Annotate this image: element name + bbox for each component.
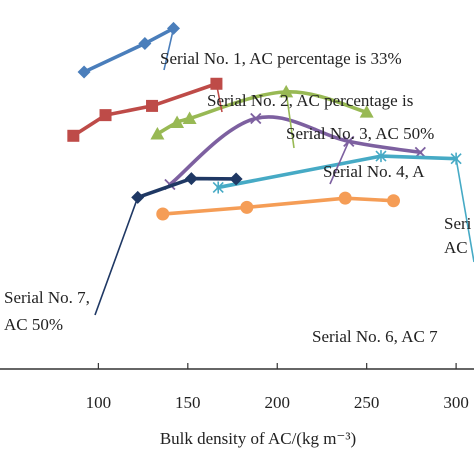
data-point [212, 181, 224, 194]
series-4 [164, 112, 426, 191]
x-tick-label: 300 [443, 393, 469, 412]
x-tick-label: 250 [354, 393, 380, 412]
data-point [387, 194, 401, 208]
annotation-serial-4: Serial No. 4, A [323, 162, 425, 181]
data-point [182, 111, 197, 124]
annotation-leader [215, 83, 223, 113]
annotation-leader [94, 197, 139, 316]
data-point [170, 115, 185, 129]
data-point [156, 207, 170, 221]
x-tick-label: 200 [264, 393, 290, 412]
annotation-leaders [94, 28, 474, 316]
series-7 [131, 172, 243, 204]
x-tick-label: 150 [175, 393, 201, 412]
data-point [150, 126, 165, 140]
annotation-leader [163, 28, 175, 71]
annotation-serial-5-line1: Seri [444, 214, 472, 233]
annotation-serial-6: Serial No. 6, AC 7 [312, 327, 438, 346]
series-6 [156, 191, 401, 221]
annotation-serial-3: Serial No. 3, AC 50% [286, 124, 434, 143]
data-point [184, 172, 198, 186]
data-point [338, 191, 352, 205]
annotation-serial-2: Serial No. 2, AC percentage is [207, 91, 413, 110]
series-layer [67, 21, 462, 221]
annotation-leader [329, 141, 350, 185]
series-line [160, 196, 396, 216]
data-point [229, 172, 243, 186]
data-point [375, 150, 387, 163]
annotation-serial-7-line2: AC 50% [4, 315, 63, 334]
x-axis-label: Bulk density of AC/(kg m⁻³) [160, 429, 356, 448]
data-point [77, 65, 91, 79]
series-1 [77, 21, 181, 79]
plot-area: 100 150 200 250 300 [0, 21, 474, 412]
series-line [168, 115, 423, 187]
data-point [250, 112, 262, 125]
annotation-serial-1: Serial No. 1, AC percentage is 33% [160, 49, 402, 68]
data-point [146, 99, 159, 112]
x-axis-ticks: 100 150 200 250 300 [86, 363, 469, 412]
x-tick-label: 100 [86, 393, 112, 412]
series-5 [212, 150, 462, 194]
data-point [167, 21, 181, 35]
data-point [240, 200, 254, 214]
data-point [279, 84, 294, 98]
data-point [99, 109, 112, 122]
annotation-leader [285, 91, 295, 149]
series-2 [67, 77, 223, 142]
series-3 [150, 84, 374, 140]
annotation-serial-7-line1: Serial No. 7, [4, 288, 90, 307]
data-point [138, 37, 152, 51]
data-point [67, 129, 80, 142]
annotation-leader [455, 158, 474, 263]
annotation-serial-5-line2: AC [444, 238, 468, 257]
data-point [359, 105, 374, 118]
series-line [71, 81, 219, 138]
